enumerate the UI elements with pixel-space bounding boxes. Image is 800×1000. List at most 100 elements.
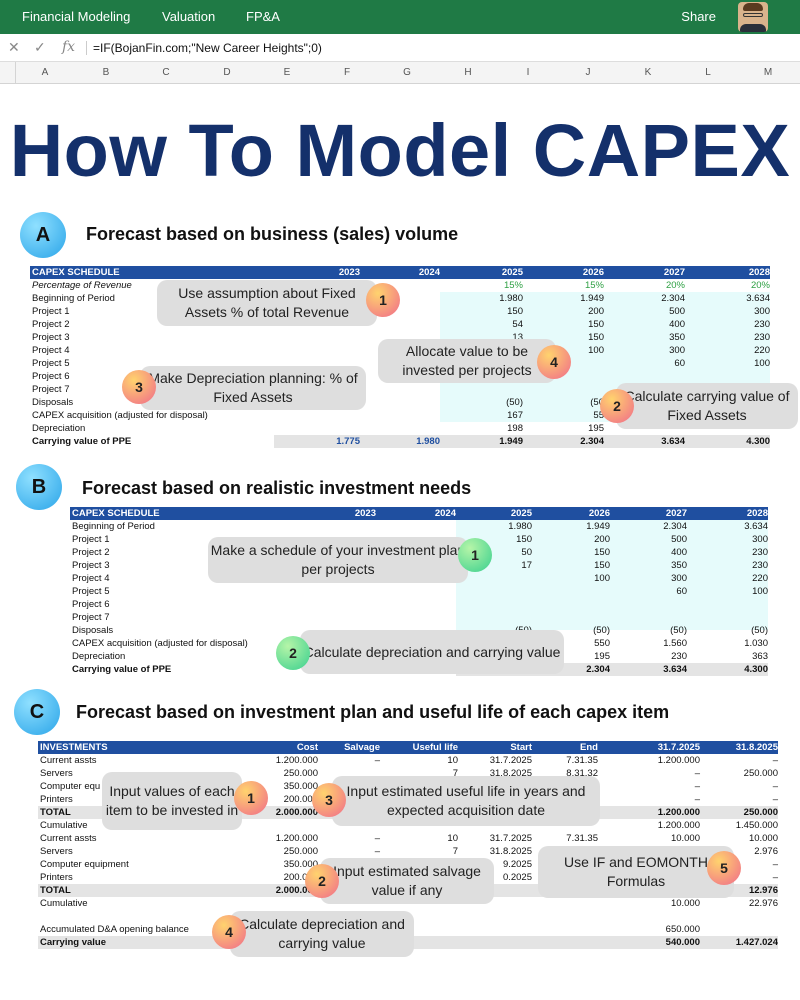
table-cell[interactable]: 250.000 [283, 768, 318, 779]
table-cell[interactable]: – [772, 781, 778, 792]
table-cell[interactable]: 2.000.000 [275, 885, 318, 896]
row-label[interactable]: Printers [40, 872, 73, 883]
table-cell[interactable]: 150 [594, 547, 610, 558]
table-cell[interactable]: 230 [671, 651, 687, 662]
table-cell[interactable]: 350 [669, 332, 685, 343]
table-cell[interactable]: (50) [593, 625, 610, 636]
table-cell[interactable]: 12.976 [748, 885, 778, 896]
table-header-cell[interactable]: End [580, 742, 598, 753]
row-label[interactable]: Cumulative [40, 820, 88, 831]
table-header-cell[interactable]: 2024 [418, 267, 440, 278]
table-header-cell[interactable]: 31.7.2025 [657, 742, 700, 753]
row-label[interactable]: Disposals [32, 397, 74, 408]
table-cell[interactable]: 1.560 [663, 638, 687, 649]
nav-valuation[interactable]: Valuation [162, 9, 216, 24]
table-cell[interactable]: 220 [752, 573, 768, 584]
table-cell[interactable]: 60 [674, 358, 685, 369]
table-cell[interactable]: 230 [754, 319, 770, 330]
table-cell[interactable]: 3.634 [746, 293, 770, 304]
table-cell[interactable]: 200 [594, 534, 610, 545]
table-cell[interactable]: 400 [671, 547, 687, 558]
table-cell[interactable]: 1.200.000 [275, 755, 318, 766]
table-cell[interactable]: 300 [752, 534, 768, 545]
table-header-cell[interactable]: 2028 [746, 508, 768, 519]
row-label[interactable]: Percentage of Revenue [32, 280, 132, 291]
row-label[interactable]: Project 7 [72, 612, 110, 623]
table-cell[interactable]: 10.000 [670, 898, 700, 909]
row-label[interactable]: Computer equipment [40, 859, 129, 870]
column-header[interactable]: K [644, 67, 652, 78]
table-cell[interactable]: 1.200.000 [657, 807, 700, 818]
column-header[interactable]: E [283, 67, 291, 78]
table-cell[interactable]: 13 [512, 332, 523, 343]
row-label[interactable]: Project 1 [32, 306, 70, 317]
table-cell[interactable]: – [694, 768, 700, 779]
table-cell[interactable]: 230 [752, 547, 768, 558]
nav-fpa[interactable]: FP&A [246, 9, 280, 24]
row-label[interactable]: Project 5 [32, 358, 70, 369]
column-header[interactable]: A [41, 67, 49, 78]
table-cell[interactable]: (50) [670, 625, 687, 636]
table-cell[interactable]: 400 [669, 319, 685, 330]
row-label[interactable]: Carrying value of PPE [32, 436, 132, 447]
table-cell[interactable]: 100 [594, 573, 610, 584]
table-cell[interactable]: 350 [671, 560, 687, 571]
table-header-cell[interactable]: 2025 [510, 508, 532, 519]
column-header[interactable]: G [403, 67, 411, 78]
table-cell[interactable]: 20% [750, 280, 770, 291]
table-cell[interactable]: 31.7.2025 [489, 833, 532, 844]
row-label[interactable]: Project 6 [32, 371, 70, 382]
table-cell[interactable]: 230 [752, 560, 768, 571]
table-cell[interactable]: 198 [507, 423, 523, 434]
table-cell[interactable]: 2.976 [754, 846, 778, 857]
nav-financial-modeling[interactable]: Financial Modeling [22, 9, 131, 24]
row-label[interactable]: Computer equ [40, 781, 101, 792]
row-label[interactable]: Project 5 [72, 586, 110, 597]
table-cell[interactable]: 650.000 [665, 924, 700, 935]
table-cell[interactable]: 2.000.000 [275, 807, 318, 818]
row-label[interactable]: Project 3 [72, 560, 110, 571]
table-cell[interactable]: – [374, 833, 380, 844]
table-cell[interactable]: 150 [507, 306, 523, 317]
table-cell[interactable]: 550 [594, 638, 610, 649]
table-cell[interactable]: – [772, 872, 778, 883]
table-cell[interactable]: 22.976 [748, 898, 778, 909]
table-cell[interactable]: 60 [676, 586, 687, 597]
formula-input[interactable]: =IF(BojanFin.com;"New Career Heights";0) [86, 41, 322, 55]
column-header[interactable]: I [526, 67, 530, 78]
table-cell[interactable]: 100 [754, 358, 770, 369]
row-label[interactable]: Project 4 [72, 573, 110, 584]
row-label[interactable]: CAPEX acquisition (adjusted for disposal… [32, 410, 208, 421]
table-cell[interactable]: 55 [593, 410, 604, 421]
function-icon[interactable]: fx [62, 39, 76, 55]
table-cell[interactable]: 10.000 [748, 833, 778, 844]
row-label[interactable]: Project 1 [72, 534, 110, 545]
table-cell[interactable]: 1.949 [580, 293, 604, 304]
column-header[interactable]: C [162, 67, 170, 78]
table-header-cell[interactable]: 2027 [663, 267, 685, 278]
table-cell[interactable]: 31.8.2025 [489, 768, 532, 779]
table-cell[interactable]: (50) [506, 397, 523, 408]
table-cell[interactable]: 7 [452, 846, 458, 857]
table-header-cell[interactable]: Cost [296, 742, 318, 753]
table-cell[interactable]: 1.200.000 [275, 833, 318, 844]
table-cell[interactable]: 1.030 [744, 638, 768, 649]
row-label[interactable]: Printers [40, 794, 73, 805]
table-cell[interactable]: 150 [588, 319, 604, 330]
table-header-cell[interactable]: 2024 [434, 508, 456, 519]
table-cell[interactable]: 100 [752, 586, 768, 597]
table-cell[interactable]: 1.980 [508, 521, 532, 532]
table-cell[interactable]: 200.000 [283, 872, 318, 883]
table-cell[interactable]: 7.31.35 [566, 755, 598, 766]
table-cell[interactable]: 15% [584, 280, 604, 291]
table-cell[interactable]: 3.634 [663, 664, 687, 675]
table-cell[interactable]: 1.980 [499, 293, 523, 304]
table-cell[interactable]: 2.304 [580, 436, 604, 447]
cancel-icon[interactable]: ✕ [8, 39, 20, 55]
table-cell[interactable]: 250.000 [743, 768, 778, 779]
table-header-cell[interactable]: Salvage [344, 742, 380, 753]
table-header-cell[interactable]: 2026 [588, 508, 610, 519]
table-cell[interactable]: 150 [588, 332, 604, 343]
table-header-cell[interactable]: 2023 [354, 508, 376, 519]
row-label[interactable]: Carrying value [40, 937, 106, 948]
